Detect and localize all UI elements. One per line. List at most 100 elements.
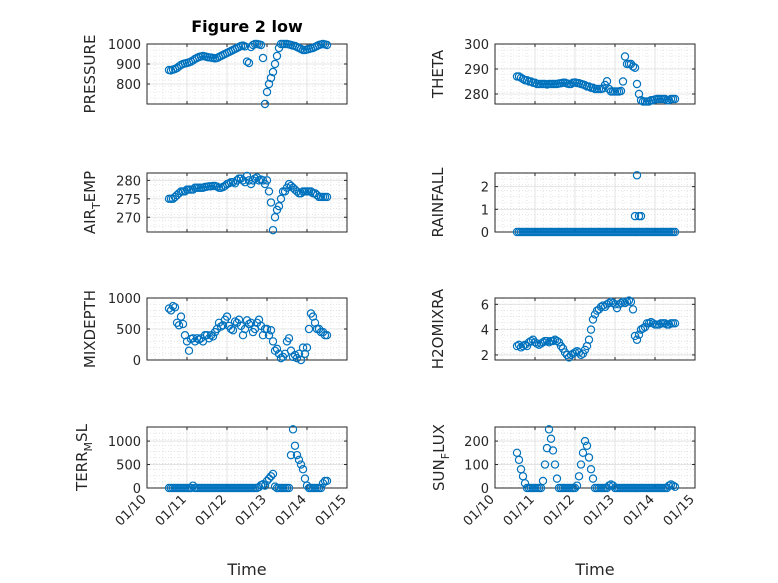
panel-terr-msl-markers xyxy=(164,425,332,493)
y-tick-label: 200 xyxy=(464,435,489,450)
panel-theta-axes-box xyxy=(494,43,696,105)
data-point xyxy=(566,79,576,89)
data-point xyxy=(188,185,198,194)
data-point xyxy=(274,201,284,211)
data-point xyxy=(174,321,184,330)
y-tick-label: 2 xyxy=(481,349,489,364)
data-point xyxy=(244,319,254,329)
data-point xyxy=(186,483,196,493)
data-point xyxy=(272,51,282,61)
panel-rainfall-y-axis-label: RAINFALL xyxy=(429,167,447,238)
data-point xyxy=(628,62,638,71)
panel-rainfall-markers xyxy=(512,171,680,237)
data-point xyxy=(670,319,680,328)
data-point xyxy=(306,187,316,196)
y-tick-label: 280 xyxy=(116,174,141,189)
y-tick-label: 2 xyxy=(481,181,489,196)
panel-h2omixra-y-axis-label: H2OMIXRA xyxy=(429,288,447,369)
data-point xyxy=(176,312,186,321)
data-point xyxy=(632,335,642,344)
data-point xyxy=(264,79,274,89)
y-tick-label: 1000 xyxy=(108,435,141,450)
panel-terr-msl-x-axis-label: Time xyxy=(226,560,266,579)
panel-sun-flux-x-axis-label: Time xyxy=(574,560,614,579)
data-point xyxy=(548,336,558,346)
panel-h2omixra-axes-box xyxy=(494,297,696,361)
x-tick-label: 01/10 xyxy=(113,492,150,529)
x-tick-label: 01/14 xyxy=(273,492,310,529)
x-tick-label: 01/10 xyxy=(461,492,498,529)
data-point xyxy=(546,434,556,443)
data-point xyxy=(262,87,272,97)
data-point xyxy=(636,96,646,105)
data-point xyxy=(268,337,278,346)
panel-terr-msl-y-axis-label: TERRMSL xyxy=(73,423,95,492)
data-point xyxy=(552,336,562,346)
data-point xyxy=(264,331,274,340)
panel-theta-y-axis-label: THETA xyxy=(429,49,447,99)
y-tick-label: 1000 xyxy=(108,38,141,53)
data-point xyxy=(586,465,596,474)
data-point xyxy=(616,86,626,96)
data-point xyxy=(180,187,190,196)
data-point xyxy=(292,450,302,460)
data-point xyxy=(304,324,314,334)
data-point xyxy=(268,469,278,479)
data-point xyxy=(670,227,680,237)
data-point xyxy=(670,94,680,104)
data-point xyxy=(544,425,554,434)
data-point xyxy=(670,482,680,492)
x-tick-label: 01/12 xyxy=(541,492,578,529)
y-tick-label: 4 xyxy=(481,324,489,339)
data-point xyxy=(638,324,648,333)
data-point xyxy=(240,324,250,334)
data-point xyxy=(648,319,658,328)
data-point xyxy=(194,335,204,344)
data-point xyxy=(322,40,332,50)
data-point xyxy=(644,97,654,106)
data-point xyxy=(664,481,674,490)
data-point xyxy=(266,73,276,83)
y-tick-label: 6 xyxy=(481,298,489,313)
data-point xyxy=(284,334,294,343)
data-point xyxy=(514,340,524,350)
data-point xyxy=(580,436,590,446)
data-point xyxy=(322,192,332,202)
data-point xyxy=(276,194,286,204)
data-point xyxy=(208,332,218,341)
panel-pressure-markers xyxy=(164,39,332,109)
data-point xyxy=(588,315,598,324)
data-point xyxy=(538,338,548,347)
y-tick-label: 0 xyxy=(133,354,141,369)
panel-rainfall-minor-grid xyxy=(494,172,696,233)
data-point xyxy=(584,335,594,344)
data-point xyxy=(228,326,238,335)
panel-theta: 280 290 300 THETA xyxy=(429,38,696,106)
data-point xyxy=(572,481,582,490)
data-point xyxy=(660,94,670,104)
panel-air-temp: 270 275 280 AIRTEMP xyxy=(81,171,348,235)
y-tick-label: 900 xyxy=(116,58,141,73)
data-point xyxy=(268,225,278,235)
y-tick-label: 0 xyxy=(481,482,489,497)
data-point xyxy=(588,474,598,483)
data-point xyxy=(284,483,294,493)
data-point xyxy=(232,176,242,185)
data-point xyxy=(660,319,670,328)
panel-air-temp-y-axis-label: AIRTEMP xyxy=(81,171,103,234)
data-point xyxy=(174,189,184,198)
x-tick-label: 01/13 xyxy=(233,492,270,529)
data-point xyxy=(664,320,674,329)
data-point xyxy=(634,330,644,339)
data-point xyxy=(552,474,562,483)
data-point xyxy=(616,298,626,308)
panel-h2omixra-markers xyxy=(512,296,680,362)
data-point xyxy=(618,297,628,306)
data-point xyxy=(664,96,674,105)
data-point xyxy=(178,319,188,329)
data-point xyxy=(588,83,598,92)
data-point xyxy=(586,325,596,334)
data-point xyxy=(626,297,636,306)
panel-mixdepth-y-axis-label: MIXDEPTH xyxy=(81,290,99,368)
data-point xyxy=(632,171,642,180)
